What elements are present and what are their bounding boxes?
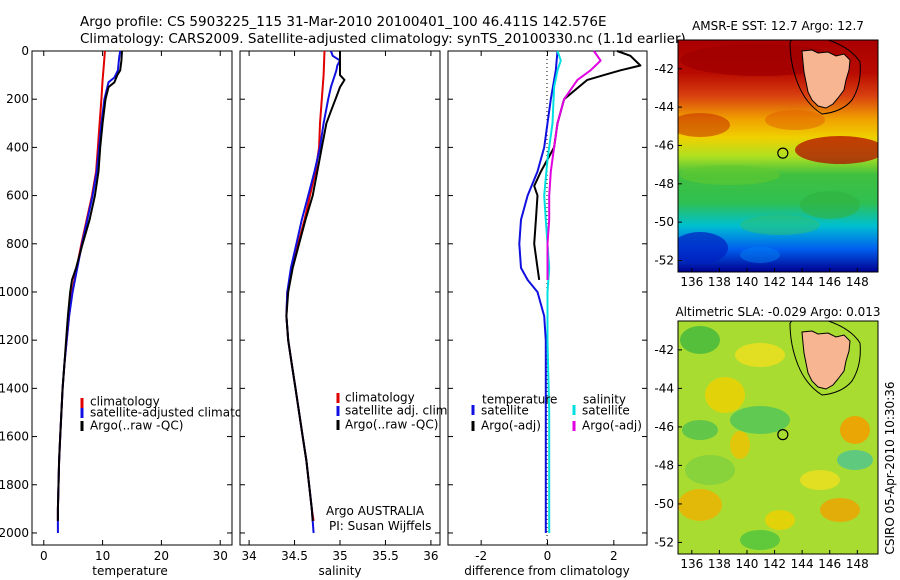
y-tick-label: 2000 xyxy=(0,526,29,540)
map-x-tick-label: 140 xyxy=(736,557,759,571)
map-x-tick-label: 142 xyxy=(763,275,786,289)
figure-title-line-1: Argo profile: CS 5903225_115 31-Mar-2010… xyxy=(80,14,607,30)
difference-legend: temperature satellite Argo(-adj) salinit… xyxy=(471,393,642,433)
legend-label-temp-argo: Argo(-adj) xyxy=(481,419,541,433)
legend-label-temp-satellite: satellite xyxy=(481,404,529,418)
salinity-x-axis-label: salinity xyxy=(318,564,361,578)
sst-heatmap xyxy=(678,40,878,272)
y-tick-label: 200 xyxy=(6,92,29,106)
salinity-axes-frame xyxy=(239,50,441,546)
argo-program-annotation: Argo AUSTRALIA xyxy=(326,504,425,518)
y-tick-label: 600 xyxy=(6,189,29,203)
series-line-argo xyxy=(56,50,123,521)
x-tick-label: 10 xyxy=(95,549,110,563)
map-x-tick-label: 144 xyxy=(791,275,814,289)
argo-float-marker xyxy=(777,429,789,441)
legend-label-argo: Argo(..raw -QC) xyxy=(90,419,183,433)
legend-label-satellite-adjusted: satellite-adjusted climatology xyxy=(90,406,268,420)
map-x-tick-label: 138 xyxy=(708,275,731,289)
y-tick-label: 0 xyxy=(21,44,29,58)
legend-label-argo: Argo(..raw -QC) xyxy=(345,418,438,432)
x-tick-label: 0 xyxy=(544,549,552,563)
map-y-tick-label: -50 xyxy=(654,215,674,229)
y-tick-label: 1000 xyxy=(0,285,29,299)
argo-float-marker xyxy=(777,147,789,159)
y-tick-label: 400 xyxy=(6,140,29,154)
sla-map-title: Altimetric SLA: -0.029 Argo: 0.013 xyxy=(675,305,880,319)
x-tick-label: 34 xyxy=(241,549,256,563)
x-tick-label: 36 xyxy=(423,549,438,563)
sla-map-frame xyxy=(677,320,879,555)
salinity-legend: climatology satellite adj. clim. Argo(..… xyxy=(336,391,451,432)
x-tick-label: 20 xyxy=(154,549,169,563)
x-tick-label: 30 xyxy=(213,549,228,563)
legend-label-satellite-adj: satellite adj. clim. xyxy=(345,404,451,418)
temperature-axes-frame xyxy=(31,50,233,546)
map-x-tick-label: 148 xyxy=(846,275,869,289)
x-tick-label: 35.5 xyxy=(372,549,399,563)
x-tick-label: 2 xyxy=(610,549,618,563)
y-tick-label: 800 xyxy=(6,237,29,251)
map-y-tick-label: -46 xyxy=(654,420,674,434)
map-y-tick-label: -44 xyxy=(654,381,674,395)
legend-label-sal-argo: Argo(-adj) xyxy=(582,419,642,433)
tasmania-landmass xyxy=(801,330,851,390)
sla-heatmap xyxy=(678,321,878,554)
map-y-tick-label: -42 xyxy=(654,343,674,357)
map-y-tick-label: -42 xyxy=(654,62,674,76)
x-tick-label: 34.5 xyxy=(281,549,308,563)
legend-label-climatology: climatology xyxy=(90,395,160,409)
y-tick-label: 1600 xyxy=(0,430,29,444)
map-x-tick-label: 148 xyxy=(846,557,869,571)
temperature-legend: climatology satellite-adjusted climatolo… xyxy=(80,395,268,433)
x-tick-label: -2 xyxy=(475,549,487,563)
map-y-tick-label: -44 xyxy=(654,100,674,114)
map-x-tick-label: 146 xyxy=(818,275,841,289)
sst-map-panel: AMSR-E SST: 12.7 Argo: 12.7 136 138 140 142… xyxy=(654,19,879,289)
salinity-profile-panel: 34 34.5 35 35.5 36 salinity climatology sate… xyxy=(239,50,451,578)
legend-title-salinity: salinity xyxy=(583,393,626,407)
difference-profile-panel: -2 0 2 difference from climatology tempera… xyxy=(447,50,648,578)
map-y-tick-label: -52 xyxy=(654,253,674,267)
map-x-tick-label: 142 xyxy=(763,557,786,571)
series-line-cyan xyxy=(543,50,562,533)
tasmania-landmass xyxy=(801,49,851,109)
y-tick-label: 1200 xyxy=(0,333,29,347)
x-tick-label: 35 xyxy=(332,549,347,563)
map-y-tick-label: -48 xyxy=(654,177,674,191)
map-x-tick-label: 144 xyxy=(791,557,814,571)
sla-map-panel: Altimetric SLA: -0.029 Argo: 0.013 136 13… xyxy=(654,305,880,571)
pi-annotation: PI: Susan Wijffels xyxy=(329,519,431,533)
bathymetry-contour xyxy=(789,40,861,115)
y-tick-label: 1400 xyxy=(0,381,29,395)
map-x-tick-label: 138 xyxy=(708,557,731,571)
figure-title-line-2: Climatology: CARS2009. Satellite-adjuste… xyxy=(80,31,686,47)
temperature-x-axis-label: temperature xyxy=(92,564,167,578)
y-tick-label: 1800 xyxy=(0,478,29,492)
map-x-tick-label: 136 xyxy=(680,275,703,289)
legend-title-temperature: temperature xyxy=(482,393,557,407)
difference-x-axis-label: difference from climatology xyxy=(464,564,630,578)
legend-label-sal-satellite: satellite xyxy=(582,404,630,418)
map-x-tick-label: 146 xyxy=(818,557,841,571)
map-x-tick-label: 140 xyxy=(736,275,759,289)
sst-map-frame xyxy=(677,39,879,273)
map-y-tick-label: -48 xyxy=(654,458,674,472)
timestamp-stamp: CSIRO 05-Apr-2010 10:30:36 xyxy=(883,381,897,554)
series-line-magenta xyxy=(546,50,602,280)
series-line-satellite xyxy=(518,50,559,533)
sst-map-title: AMSR-E SST: 12.7 Argo: 12.7 xyxy=(692,19,864,33)
bathymetry-contour xyxy=(789,321,861,396)
map-y-tick-label: -50 xyxy=(654,497,674,511)
temperature-profile-panel: 0 10 20 30 0 200 400 600 800 1000 1200 1400 1600 180… xyxy=(0,44,268,578)
series-line-argo xyxy=(285,51,346,521)
x-tick-label: 0 xyxy=(40,549,48,563)
map-x-tick-label: 136 xyxy=(680,557,703,571)
legend-label-climatology: climatology xyxy=(345,391,415,405)
map-y-tick-label: -46 xyxy=(654,138,674,152)
map-y-tick-label: -52 xyxy=(654,535,674,549)
